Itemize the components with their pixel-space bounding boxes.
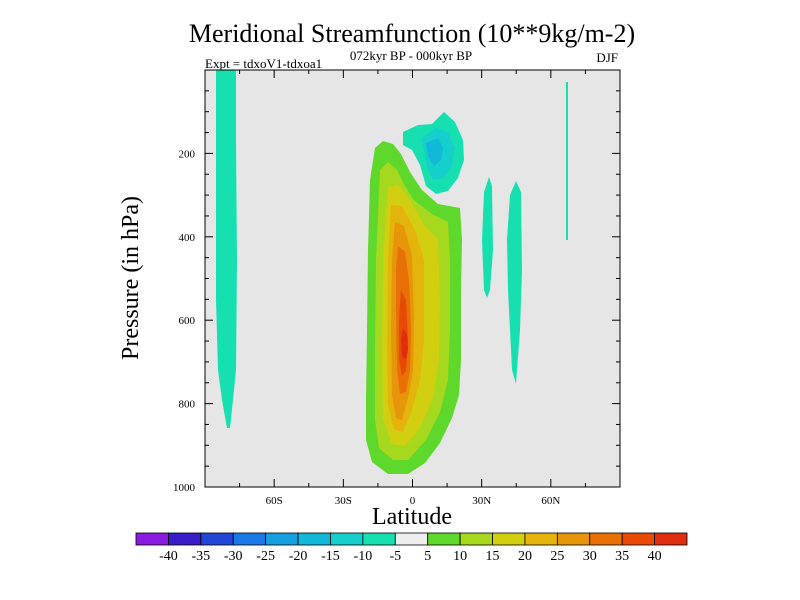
x-tick-label: 60S <box>266 495 283 507</box>
southern-polar-cell <box>216 70 237 428</box>
x-tick-label: 0 <box>410 495 416 507</box>
colorbar-swatch <box>394 532 429 546</box>
nh-negative-line-67n <box>566 82 568 240</box>
colorbar-label: 40 <box>648 549 662 564</box>
colorbar-swatch <box>654 532 688 546</box>
y-tick-label: 200 <box>179 148 196 160</box>
upper-negative-cell <box>403 112 464 194</box>
axis-ticks: 60S 30S 0 30N 60N 200 400 600 800 1000 <box>173 70 620 507</box>
main-cell-core <box>401 328 408 360</box>
main-positive-cell <box>366 141 462 474</box>
colorbar: -40 -35 -30 -25 -20 -15 -10 -5 5 10 15 20 25 30 35 40 <box>135 532 688 564</box>
colorbar-swatch <box>232 532 267 546</box>
colorbar-label: -20 <box>289 549 308 564</box>
colorbar-swatch <box>492 532 526 546</box>
y-tick-label: 800 <box>179 399 196 411</box>
y-tick-label: 1000 <box>173 482 196 494</box>
colorbar-swatch <box>621 532 655 546</box>
x-tick-label: 60N <box>541 495 560 507</box>
colorbar-swatch <box>330 532 364 546</box>
colorbar-label: 15 <box>486 549 500 564</box>
x-tick-label: 30S <box>335 495 352 507</box>
colorbar-swatch <box>297 532 331 546</box>
colorbar-swatch <box>135 532 169 546</box>
colorbar-label: -30 <box>224 549 243 564</box>
colorbar-label: -25 <box>256 549 275 564</box>
colorbar-swatch <box>556 532 591 546</box>
colorbar-label: 25 <box>550 549 564 564</box>
colorbar-label: 35 <box>615 549 629 564</box>
colorbar-swatch <box>265 532 299 546</box>
colorbar-swatch <box>200 532 234 546</box>
chart-title: Meridional Streamfunction (10**9kg/m-2) <box>189 19 635 48</box>
experiment-label: Expt = tdxoV1-tdxoa1 <box>205 56 322 71</box>
colorbar-label: -5 <box>389 549 401 564</box>
colorbar-swatch <box>459 532 493 546</box>
colorbar-label: -15 <box>321 549 340 564</box>
nh-negative-strip-45n <box>507 181 522 384</box>
colorbar-label: -40 <box>159 549 178 564</box>
period-label: 072kyr BP - 000kyr BP <box>350 48 472 63</box>
colorbar-label: 10 <box>453 549 467 564</box>
x-tick-label: 30N <box>472 495 491 507</box>
colorbar-swatch <box>168 532 202 546</box>
colorbar-label: -35 <box>191 549 210 564</box>
colorbar-swatch <box>427 532 461 546</box>
colorbar-swatch <box>589 532 623 546</box>
colorbar-label: 5 <box>424 549 431 564</box>
y-tick-label: 600 <box>179 315 196 327</box>
x-axis-label: Latitude <box>372 504 452 530</box>
colorbar-swatch <box>524 532 558 546</box>
plot-area: 60S 30S 0 30N 60N 200 400 600 800 1000 <box>173 69 621 507</box>
y-axis-label: Pressure (in hPa) <box>118 196 144 360</box>
upper-cell-level-minus-15 <box>426 138 443 166</box>
colorbar-swatch <box>362 532 396 546</box>
y-tick-label: 400 <box>179 232 196 244</box>
colorbar-label: -10 <box>354 549 373 564</box>
colorbar-label: 20 <box>518 549 532 564</box>
season-label: DJF <box>596 50 618 65</box>
nh-negative-strip-30n <box>482 177 493 298</box>
colorbar-label: 30 <box>583 549 597 564</box>
